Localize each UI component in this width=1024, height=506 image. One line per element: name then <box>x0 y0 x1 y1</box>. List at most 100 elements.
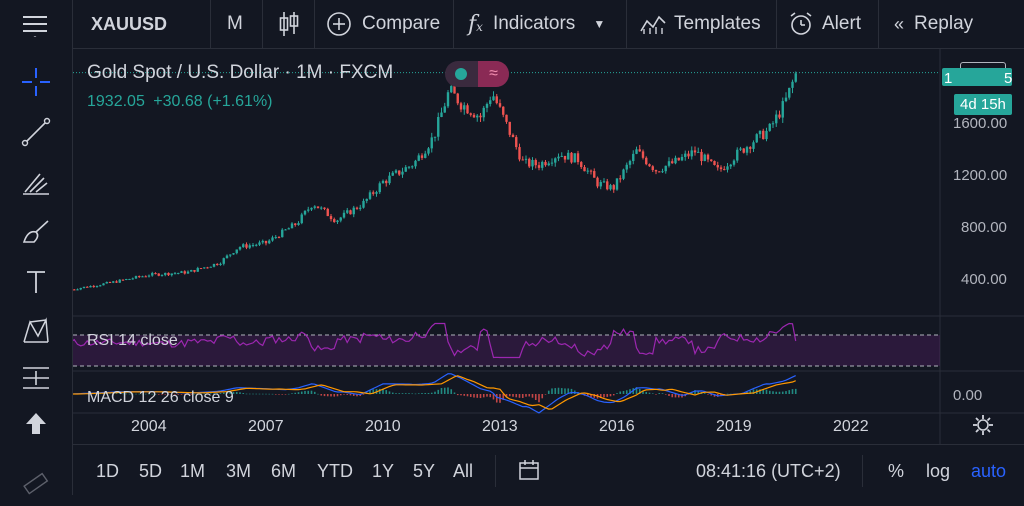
crosshair-icon[interactable] <box>14 60 58 104</box>
range-3m[interactable]: 3M <box>226 461 252 481</box>
candle-body <box>362 200 365 208</box>
last-price-tail: 5 <box>1004 70 1013 87</box>
range-1m[interactable]: 1M <box>180 461 206 481</box>
candle-body <box>768 123 771 131</box>
macd-histogram-bar <box>765 389 768 394</box>
candle-body <box>541 161 544 168</box>
range-all[interactable]: All <box>453 461 474 481</box>
price-chart[interactable] <box>73 49 1024 444</box>
legend-toggle-pill[interactable]: ≈ <box>445 61 509 87</box>
text-tool-icon[interactable] <box>14 260 58 304</box>
macd-histogram-bar <box>372 389 375 394</box>
candle-body <box>599 182 602 187</box>
brush-icon[interactable] <box>14 210 58 254</box>
candle-body <box>550 162 554 164</box>
candle-body <box>485 103 489 108</box>
candle-body <box>745 147 749 153</box>
replay-button[interactable]: « Replay <box>894 0 973 48</box>
templates-button[interactable]: Templates <box>640 0 761 48</box>
macd-histogram-bar <box>424 393 427 394</box>
menu-icon[interactable] <box>22 0 48 48</box>
macd-histogram-bar <box>486 394 488 397</box>
chart-type-button[interactable] <box>278 0 300 48</box>
alert-button[interactable]: Alert <box>788 0 861 48</box>
chevron-down-icon[interactable]: ▼ <box>593 17 606 31</box>
indicators-button[interactable]: fx Indicators ▼ <box>468 0 605 48</box>
range-5y[interactable]: 5Y <box>413 461 436 481</box>
macd-histogram-bar <box>638 388 641 394</box>
candle-body <box>151 273 154 276</box>
trend-line-icon[interactable] <box>14 110 58 154</box>
arrow-up-icon[interactable] <box>14 402 58 446</box>
macd-histogram-bar <box>456 394 459 396</box>
range-ytd[interactable]: YTD <box>317 461 353 481</box>
macd-histogram-bar <box>603 394 605 398</box>
macd-histogram-bar <box>109 393 111 395</box>
macd-histogram-bar <box>788 390 791 394</box>
rsi-label[interactable]: RSI 14 close <box>87 332 178 349</box>
candle-body <box>385 180 388 184</box>
interval-button[interactable]: M <box>227 13 243 34</box>
macd-histogram-bar <box>268 393 271 395</box>
wave-icon[interactable]: ≈ <box>478 61 509 87</box>
calendar-icon[interactable] <box>518 459 542 486</box>
compare-label: Compare <box>362 13 441 34</box>
candle-body <box>138 276 141 278</box>
candle-body <box>404 167 407 172</box>
ruler-icon[interactable] <box>14 462 58 506</box>
macd-histogram-bar <box>625 390 628 394</box>
price-tick-800: 800.00 <box>961 219 1007 236</box>
candle-body <box>209 266 212 268</box>
candle-body <box>752 142 755 149</box>
candle-body <box>547 163 550 166</box>
symbol-search[interactable]: XAUUSD <box>91 13 168 34</box>
clock-time[interactable]: 08:41:16 (UTC+2) <box>696 461 841 481</box>
macd-histogram-bar <box>297 392 300 394</box>
templates-icon <box>640 15 666 34</box>
range-1d[interactable]: 1D <box>96 461 120 481</box>
range-6m[interactable]: 6M <box>271 461 297 481</box>
macd-histogram-bar <box>369 390 371 394</box>
candle-body <box>183 271 186 274</box>
candle-body <box>375 192 378 194</box>
macd-histogram-bar <box>281 394 284 395</box>
range-1y[interactable]: 1Y <box>372 461 395 481</box>
range-5d[interactable]: 5D <box>139 461 163 481</box>
candle-body <box>294 223 297 225</box>
compare-button[interactable]: Compare <box>326 0 440 48</box>
candle-body <box>732 160 736 165</box>
log-toggle[interactable]: log <box>926 461 951 481</box>
candle-body <box>297 223 300 225</box>
macd-histogram-bar <box>378 388 381 394</box>
symbol-legend-title: Gold Spot / U.S. Dollar · 1M · FXCM <box>87 62 394 83</box>
candle-body <box>469 113 472 115</box>
macd-histogram-bar <box>339 394 342 396</box>
fib-tool-icon[interactable] <box>14 160 58 204</box>
candle-body <box>476 115 479 118</box>
candle-body <box>235 249 238 254</box>
candle-body <box>472 114 476 118</box>
macd-label[interactable]: MACD 12 26 close 9 <box>87 389 234 406</box>
visibility-dot-icon[interactable] <box>455 68 467 80</box>
macd-histogram-bar <box>333 394 336 397</box>
candle-body <box>154 273 157 275</box>
macd-histogram-bar <box>586 394 589 397</box>
macd-histogram-bar <box>287 393 290 395</box>
candle-body <box>622 169 625 179</box>
candle-body <box>723 169 726 171</box>
macd-histogram-bar <box>398 393 401 394</box>
macd-histogram-bar <box>531 394 534 398</box>
candle-body <box>664 165 667 172</box>
candle-body <box>258 242 261 245</box>
measure-tool-icon[interactable] <box>14 356 58 400</box>
pattern-tool-icon[interactable] <box>14 310 58 354</box>
auto-toggle[interactable]: auto <box>971 461 1007 481</box>
macd-histogram-bar <box>557 387 560 394</box>
macd-histogram-bar <box>703 393 706 394</box>
macd-histogram-bar <box>651 393 654 395</box>
chart-settings-gear-icon[interactable] <box>972 414 994 436</box>
candle-body <box>557 156 560 159</box>
macd-histogram-bar <box>216 393 219 394</box>
time-tick: 2013 <box>482 418 518 435</box>
percent-toggle[interactable]: % <box>888 461 905 481</box>
